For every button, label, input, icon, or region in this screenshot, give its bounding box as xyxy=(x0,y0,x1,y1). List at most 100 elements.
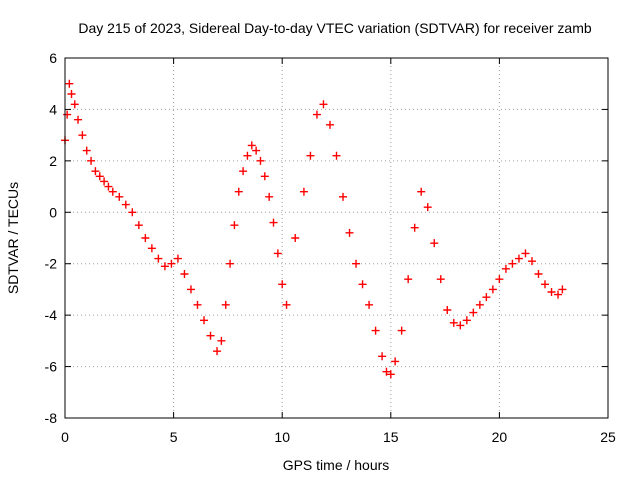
data-point xyxy=(221,300,230,309)
data-point xyxy=(514,254,523,263)
data-point xyxy=(63,110,72,119)
data-point xyxy=(371,326,380,335)
data-point xyxy=(312,110,321,119)
data-point xyxy=(482,293,491,302)
data-point xyxy=(121,200,130,209)
data-point xyxy=(115,192,124,201)
y-tick-label: 0 xyxy=(49,204,57,220)
data-point xyxy=(200,316,209,325)
data-point xyxy=(469,308,478,317)
data-point xyxy=(475,300,484,309)
data-point xyxy=(160,262,169,271)
y-tick-label: -8 xyxy=(45,410,58,426)
data-point xyxy=(180,270,189,278)
data-point xyxy=(449,318,458,327)
data-point xyxy=(358,280,367,289)
y-tick-label: -6 xyxy=(45,359,58,375)
data-point xyxy=(417,187,426,196)
data-point xyxy=(319,100,328,109)
data-point xyxy=(397,326,406,335)
data-point xyxy=(82,146,91,155)
data-point xyxy=(345,228,354,237)
data-point xyxy=(488,285,497,294)
data-point xyxy=(278,280,287,289)
data-point xyxy=(547,288,556,296)
data-point xyxy=(247,141,256,150)
data-point xyxy=(423,203,432,212)
data-point xyxy=(332,151,341,160)
data-point xyxy=(527,257,536,266)
data-point xyxy=(443,306,452,314)
data-point xyxy=(193,300,202,309)
data-point xyxy=(104,182,113,191)
data-point xyxy=(365,300,374,309)
data-point xyxy=(521,249,530,258)
y-tick-label: 4 xyxy=(49,101,57,117)
data-point xyxy=(273,249,282,258)
data-point xyxy=(495,275,504,284)
y-axis-title: SDTVAR / TECUs xyxy=(5,182,21,294)
x-tick-label: 25 xyxy=(600,429,616,445)
data-point xyxy=(87,156,96,165)
data-point xyxy=(147,244,156,253)
data-point xyxy=(78,131,87,140)
data-point xyxy=(134,221,143,230)
data-point xyxy=(325,120,334,129)
data-points xyxy=(61,79,567,379)
data-point xyxy=(436,275,445,284)
data-point xyxy=(65,79,74,88)
data-point xyxy=(67,90,76,98)
y-tick-label: -2 xyxy=(45,256,58,272)
data-point xyxy=(410,223,419,232)
x-tick-label: 5 xyxy=(170,429,178,445)
data-point xyxy=(239,167,248,176)
data-point xyxy=(252,146,261,155)
x-tick-label: 0 xyxy=(61,429,69,445)
data-point xyxy=(378,352,387,361)
data-point xyxy=(206,331,215,340)
data-point xyxy=(226,259,235,268)
data-point xyxy=(74,115,83,124)
data-point xyxy=(541,280,550,289)
y-tick-label: 6 xyxy=(49,50,57,66)
grid-lines xyxy=(65,58,608,418)
data-point xyxy=(243,151,252,160)
data-point xyxy=(558,285,567,294)
data-point xyxy=(100,177,109,186)
data-point xyxy=(391,357,400,366)
data-point xyxy=(282,300,291,309)
y-tick-label: 2 xyxy=(49,153,57,169)
x-tick-label: 20 xyxy=(492,429,508,445)
data-point xyxy=(291,234,300,242)
data-point xyxy=(462,316,471,325)
data-point xyxy=(167,259,176,268)
data-point xyxy=(339,192,348,201)
data-point xyxy=(260,172,269,181)
data-point xyxy=(430,239,439,248)
x-tick-label: 15 xyxy=(383,429,399,445)
data-point xyxy=(299,187,308,196)
data-point xyxy=(234,187,243,196)
data-point xyxy=(352,259,361,268)
data-point xyxy=(534,270,543,278)
data-point xyxy=(501,264,510,273)
data-point xyxy=(173,254,182,263)
data-point xyxy=(91,167,100,176)
data-point xyxy=(141,234,150,242)
data-point xyxy=(265,192,274,201)
data-point xyxy=(154,254,163,263)
data-point xyxy=(230,221,239,230)
data-point xyxy=(554,290,563,299)
data-point xyxy=(456,321,465,330)
data-point xyxy=(256,156,265,165)
data-point xyxy=(306,151,315,160)
data-point xyxy=(186,285,195,294)
data-point xyxy=(213,347,222,356)
data-point xyxy=(128,208,137,217)
data-point xyxy=(404,275,413,284)
y-tick-label: -4 xyxy=(45,307,58,323)
x-tick-label: 10 xyxy=(274,429,290,445)
data-point xyxy=(269,218,278,227)
data-point xyxy=(382,367,391,376)
